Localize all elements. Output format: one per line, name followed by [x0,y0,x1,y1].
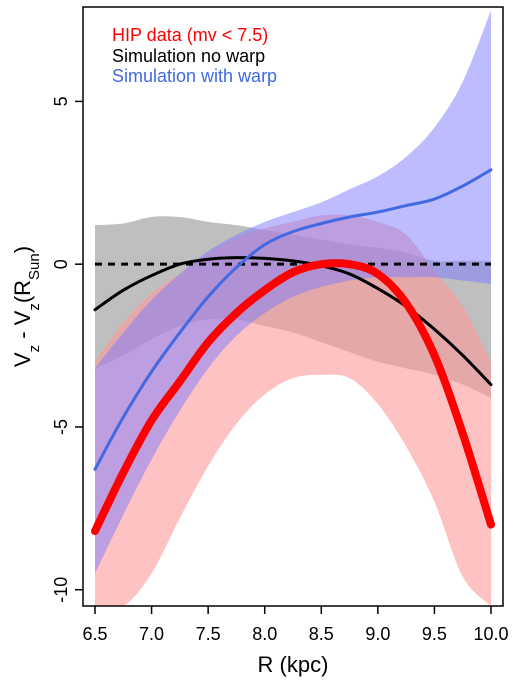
y-tick-label: -10 [51,577,71,603]
svg-text:Vz - Vz(RSun): Vz - Vz(RSun) [10,246,43,367]
confidence-bands [95,10,491,606]
y-title-z2: z [26,303,43,311]
x-tick-label: 7.0 [139,624,164,644]
line-hip-data-mv-7-5- [91,259,495,536]
y-title-v1: V [10,352,35,367]
legend: HIP data (mv < 7.5) Simulation no warp S… [112,25,277,86]
y-tick-label: 0 [51,259,71,269]
y-tick-label: 5 [51,96,71,106]
line-simulation-with-warp [93,168,493,471]
x-axis: 6.5 7.0 7.5 8.0 8.5 9.0 9.5 10.0 [82,606,509,644]
x-tick-label: 9.0 [365,624,390,644]
y-axis-title: Vz - Vz(RSun) [10,246,43,367]
y-axis: -10 -5 0 5 [51,96,83,603]
legend-hip: HIP data (mv < 7.5) [112,25,268,45]
x-tick-label: 10.0 [473,624,508,644]
y-title-z1: z [26,345,43,353]
x-tick-label: 9.5 [422,624,447,644]
x-tick-label: 8.5 [309,624,334,644]
x-tick-label: 6.5 [82,624,107,644]
legend-no-warp: Simulation no warp [112,46,265,66]
y-tick-label: -5 [51,419,71,435]
x-tick-label: 8.0 [252,624,277,644]
y-title-sub: Sun [26,253,43,280]
x-tick-label: 7.5 [196,624,221,644]
legend-with-warp: Simulation with warp [112,66,277,86]
line-simulation-no-warp [93,256,493,387]
series-lines [91,168,495,536]
band-simulation-with-warp [95,10,491,574]
plot-frame [82,6,504,607]
x-axis-title: R (kpc) [258,652,329,677]
